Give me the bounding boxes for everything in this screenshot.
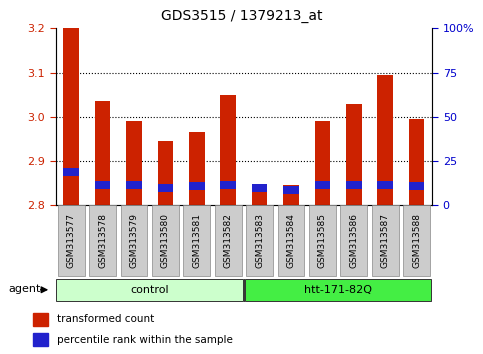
Bar (346, 104, 362, 205)
Bar (283, 186, 299, 194)
Text: GSM313577: GSM313577 (67, 213, 76, 268)
Bar (157, 184, 173, 192)
Bar (33, 333, 48, 346)
Bar (278, 205, 304, 276)
Bar (409, 119, 425, 205)
Text: control: control (130, 285, 169, 295)
Bar (184, 205, 210, 276)
Bar (309, 205, 336, 276)
Text: GSM313578: GSM313578 (98, 213, 107, 268)
Text: GSM313579: GSM313579 (129, 213, 139, 268)
Bar (245, 279, 431, 302)
Text: GSM313581: GSM313581 (192, 213, 201, 268)
Bar (346, 181, 362, 189)
Bar (377, 75, 393, 205)
Bar (95, 181, 111, 189)
Bar (215, 205, 242, 276)
Bar (314, 121, 330, 205)
Bar (409, 182, 425, 190)
Text: GSM313584: GSM313584 (286, 213, 296, 268)
Text: transformed count: transformed count (57, 314, 155, 325)
Bar (63, 168, 79, 176)
Text: GSM313583: GSM313583 (255, 213, 264, 268)
Bar (63, 28, 79, 205)
Text: agent: agent (8, 284, 41, 294)
Bar (58, 205, 85, 276)
Bar (95, 101, 111, 205)
Bar (252, 184, 268, 192)
Bar (341, 205, 367, 276)
Text: GSM313587: GSM313587 (381, 213, 390, 268)
Bar (89, 205, 116, 276)
Text: GSM313582: GSM313582 (224, 213, 233, 268)
Bar (246, 205, 273, 276)
Bar (377, 181, 393, 189)
Bar (283, 185, 299, 205)
Bar (157, 141, 173, 205)
Text: GSM313586: GSM313586 (349, 213, 358, 268)
Text: percentile rank within the sample: percentile rank within the sample (57, 335, 233, 345)
Bar (152, 205, 179, 276)
Text: GSM313585: GSM313585 (318, 213, 327, 268)
Bar (372, 205, 398, 276)
Bar (126, 181, 142, 189)
Text: htt-171-82Q: htt-171-82Q (304, 285, 372, 295)
Bar (220, 95, 236, 205)
Bar (126, 121, 142, 205)
Bar (33, 313, 48, 326)
Bar (252, 185, 268, 205)
Bar (403, 205, 430, 276)
Bar (220, 181, 236, 189)
Bar (314, 181, 330, 189)
Text: GSM313580: GSM313580 (161, 213, 170, 268)
Bar (189, 182, 205, 190)
Bar (121, 205, 147, 276)
Text: GSM313588: GSM313588 (412, 213, 421, 268)
Bar (57, 279, 243, 302)
Bar (189, 132, 205, 205)
Text: GDS3515 / 1379213_at: GDS3515 / 1379213_at (161, 9, 322, 23)
